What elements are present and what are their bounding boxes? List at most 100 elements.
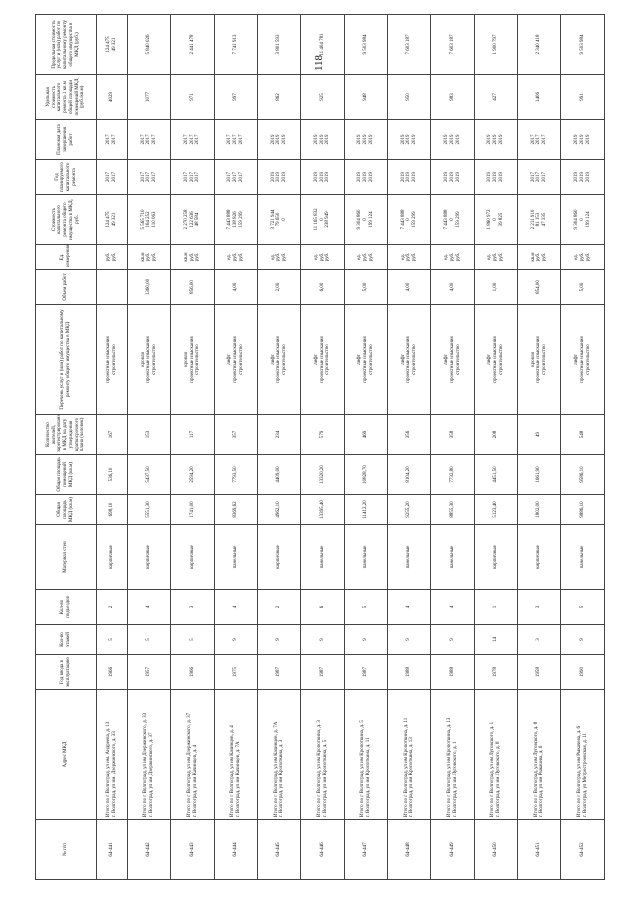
table-cell: 2 340 418	[517, 14, 561, 75]
table-cell: 427	[474, 74, 518, 120]
table-cell: 2,00	[257, 269, 301, 305]
table-cell: кирпичные	[96, 524, 128, 590]
table-row: 64-449 Итого по г Волгоград, ул им Кропот…	[430, 14, 475, 880]
table-cell: лифт проектные изыскания строительство	[474, 304, 518, 415]
table-cell: 9	[560, 624, 605, 655]
table-cell: кв.м руб. руб.	[170, 244, 215, 270]
table-cell: 2 211 910 81 153 47 335	[517, 194, 561, 245]
table-cell: 4962,10	[257, 494, 301, 525]
table-cell: 356	[387, 414, 431, 455]
table-cell: панельные	[430, 524, 475, 590]
table-cell: 1987	[300, 654, 345, 690]
table-cell: 64-447	[344, 819, 388, 880]
table-row: 64-451 Итого по г Волгоград, ул им Луговс…	[517, 14, 561, 880]
table-cell: 2	[257, 589, 301, 625]
table-cell: 1 900 797	[474, 14, 518, 75]
table-cell: 971	[170, 74, 215, 120]
table-cell: 3 801 593	[257, 14, 301, 75]
column-header: Кол-во этажей	[35, 624, 97, 655]
table-cell: 11 404 781	[300, 14, 345, 75]
table-cell: 5	[170, 624, 215, 655]
table-cell: 9	[257, 624, 301, 655]
table-cell: 117	[170, 414, 215, 455]
table-cell: кв.м руб. руб.	[517, 244, 561, 270]
table-cell: 1802,00	[517, 494, 561, 525]
table-cell: 7 443 888 0 159 299	[430, 194, 475, 245]
table-cell: 5,00	[560, 269, 605, 305]
table-cell: 983	[430, 74, 475, 120]
table-row: 64-441 Итого по г Волгоград, ул им. Андре…	[96, 14, 128, 880]
table-cell: 4	[430, 589, 475, 625]
table-cell: 7732,80	[430, 454, 475, 495]
table-cell: кровля проектные изыскания строительство	[517, 304, 561, 415]
table-cell: 8855,30	[430, 494, 475, 525]
table-cell: 1987	[257, 654, 301, 690]
table-cell: 925	[300, 74, 345, 120]
table-cell: 2019 2019 2019	[344, 159, 388, 195]
table-cell: 64-448	[387, 819, 431, 880]
table-cell: кирпичные	[127, 524, 171, 590]
table-cell: 9	[387, 624, 431, 655]
table-cell: 469	[344, 414, 388, 455]
column-header: Общая площадь помещений МКД (кв.м)	[35, 454, 97, 495]
table-cell: 950	[387, 74, 431, 120]
table-cell: 862	[257, 74, 301, 120]
table-cell: 854,00	[517, 269, 561, 305]
table-cell: 2019 2019 2019	[474, 159, 518, 195]
table-cell: 7 443 888 0 159 299	[387, 194, 431, 245]
table-cell: 1741,00	[170, 494, 215, 525]
table-row: 64-448 Итого по г Волгоград, ул им Кропот…	[387, 14, 431, 880]
table-cell: 3	[517, 624, 561, 655]
table-cell: 64-449	[430, 819, 475, 880]
table-cell: 536,10	[96, 454, 128, 495]
table-cell: 4029	[96, 74, 128, 120]
table-cell: 856,00	[170, 269, 215, 305]
table-cell: 4	[387, 589, 431, 625]
table-cell: 2019 2019 2019	[474, 119, 518, 160]
table-cell: кирпичные	[257, 524, 301, 590]
table-cell: 6	[300, 589, 345, 625]
table-cell: 9	[300, 624, 345, 655]
table-cell: 1988	[430, 654, 475, 690]
table-cell: 5	[127, 624, 171, 655]
table-cell: Итого по г Волгоград, ул им Дзержинского…	[127, 689, 171, 820]
table-cell: Итого по г Волгоград, ул им. Андреева, д…	[96, 689, 128, 820]
table-cell: Итого по г Волгоград, ул им Кропоткина, …	[430, 689, 475, 820]
table-cell: ед. руб. руб.	[387, 244, 431, 270]
table-cell: 9	[214, 624, 258, 655]
table-cell: Итого по г Волгоград, ул им Кропоткина, …	[344, 689, 388, 820]
table-cell: 11412,20	[344, 494, 388, 525]
column-header: Ед. измерения	[35, 244, 97, 270]
column-header: Общая площадь МКД (кв.м)	[35, 494, 97, 525]
table-cell: 64-451	[517, 819, 561, 880]
table-cell: 4,00	[430, 269, 475, 305]
table-cell: Итого по г Волгоград, ул им Качинцев, д.…	[257, 689, 301, 820]
table-cell: Итого по г Волгоград, ул им Рыкачева, д.…	[560, 689, 605, 820]
column-header: Объем работ	[35, 269, 97, 305]
table-cell: ед. руб. руб.	[474, 244, 518, 270]
table-cell: 2019 2019 2019	[430, 159, 475, 195]
table-cell: 1	[474, 589, 518, 625]
table-cell: 698,10	[96, 494, 128, 525]
table-cell: лифт проектные изыскания строительство	[257, 304, 301, 415]
table-cell: 9 304 860 0 199 124	[560, 194, 605, 245]
table-cell: панельные	[300, 524, 345, 590]
table-cell: 5	[96, 624, 128, 655]
table-cell: Итого по г Волгоград, ул им Качинцев, д.…	[214, 689, 258, 820]
table-cell: 1077	[127, 74, 171, 120]
table-cell: 2017 2017 2017	[170, 159, 215, 195]
column-header: Количество жителей, зарегистрированных в…	[35, 414, 97, 455]
table-cell: 5	[344, 589, 388, 625]
table-cell: 9886,10	[560, 494, 605, 525]
table-cell: проектные изыскания строительство	[96, 304, 128, 415]
table-cell: 167	[96, 414, 128, 455]
table-cell: 2019 2019 2019	[560, 119, 605, 160]
table-cell: Итого по г Волгоград, ул им Кропоткина, …	[387, 689, 431, 820]
table-cell: 5 565 710 164 252 110 063	[127, 194, 171, 245]
table-cell: 1988	[387, 654, 431, 690]
table-cell: 5 840 026	[127, 14, 171, 75]
table-cell: 2017 2017 2017	[170, 119, 215, 160]
table-cell: 5123,40	[474, 494, 518, 525]
table-cell: 2019 2019 2019	[387, 119, 431, 160]
table-cell: 5551,30	[127, 494, 171, 525]
